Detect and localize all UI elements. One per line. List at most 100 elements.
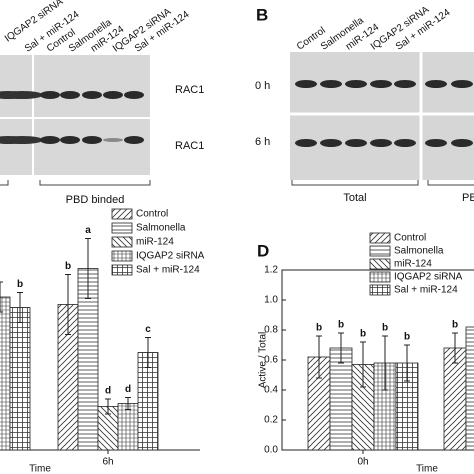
legend-label: Control — [394, 233, 426, 244]
bar — [9, 307, 31, 451]
bracket — [0, 180, 9, 186]
band — [370, 80, 392, 88]
legend-swatch — [111, 236, 133, 248]
significance-letter: b — [316, 323, 322, 334]
error-bar — [85, 238, 91, 299]
error-bar — [338, 332, 344, 364]
legend-swatch — [111, 250, 133, 262]
error-bar — [105, 398, 111, 415]
panel-label: B — [256, 5, 268, 24]
band — [124, 91, 144, 99]
group-label: PBD binded — [462, 192, 474, 204]
x-axis-label: Time — [29, 464, 51, 474]
bracket — [291, 180, 419, 186]
error-bar — [17, 292, 23, 323]
legend-swatch — [369, 232, 391, 244]
error-bar — [404, 344, 410, 382]
blot-b — [290, 52, 474, 180]
significance-letter: c — [145, 324, 151, 335]
significance-letter: b — [382, 323, 388, 334]
band — [82, 91, 102, 99]
error-bar — [316, 335, 322, 379]
y-tick-label: 0.0 — [264, 445, 278, 456]
bar — [465, 326, 474, 451]
bands — [0, 80, 473, 147]
legend-swatch — [369, 245, 391, 257]
band — [451, 139, 473, 147]
band — [320, 139, 342, 147]
bar — [117, 403, 139, 451]
band — [40, 91, 60, 99]
x-axis-label: Time — [416, 464, 438, 474]
band — [1, 91, 43, 99]
y-tick-label: 0.6 — [264, 355, 278, 366]
band — [60, 136, 80, 144]
legend-label: miR-124 — [136, 237, 174, 248]
band — [295, 139, 317, 147]
significance-letter: b — [65, 261, 71, 272]
error-bar — [65, 274, 71, 335]
error-bar — [145, 337, 151, 368]
legend-label: Sal + miR-124 — [394, 285, 458, 296]
band — [425, 80, 447, 88]
band — [345, 80, 367, 88]
band — [124, 136, 144, 144]
legend-label: Salmonella — [394, 246, 444, 257]
error-bar — [452, 332, 458, 364]
significance-letter: b — [452, 320, 458, 331]
legend-swatch — [369, 271, 391, 283]
band — [82, 136, 102, 144]
error-bar — [382, 335, 388, 391]
error-bar — [0, 281, 3, 313]
band — [103, 138, 123, 142]
legend-swatch — [369, 284, 391, 296]
legend-label: IQGAP2 siRNA — [394, 272, 463, 283]
band — [345, 139, 367, 147]
row-label: 0 h — [255, 80, 270, 92]
legend-swatch — [111, 222, 133, 234]
bracket — [427, 180, 474, 186]
y-tick-label: 1.0 — [264, 295, 278, 306]
legend-label: Control — [136, 209, 168, 220]
x-tick-label: 0h — [357, 457, 368, 468]
significance-letter: b — [338, 320, 344, 331]
y-axis-label: Active / Total — [258, 332, 269, 389]
band — [320, 80, 342, 88]
band — [40, 136, 60, 144]
band — [370, 139, 392, 147]
group-label: PBD binded — [66, 194, 125, 206]
row-label: RAC1 — [175, 140, 204, 152]
significance-letter: b — [404, 332, 410, 343]
legend-label: miR-124 — [394, 259, 432, 270]
row-label: RAC1 — [175, 84, 204, 96]
y-tick-label: 1.2 — [264, 265, 278, 276]
legend-label: IQGAP2 siRNA — [136, 251, 205, 262]
legend-swatch — [111, 208, 133, 220]
significance-letter: b — [17, 279, 23, 290]
blot-a — [0, 55, 150, 175]
bar — [0, 296, 11, 451]
y-tick-label: 0.2 — [264, 415, 278, 426]
error-bar — [125, 397, 131, 410]
legend-label: Sal + miR-124 — [136, 265, 200, 276]
significance-letter: b — [360, 329, 366, 340]
legend-label: Salmonella — [136, 223, 186, 234]
row-label: 6 h — [255, 136, 270, 148]
panel-label: D — [257, 241, 269, 260]
band — [103, 91, 123, 99]
significance-letter: d — [105, 386, 111, 397]
y-tick-label: 0.8 — [264, 325, 278, 336]
error-bar — [360, 341, 366, 388]
y-tick-label: 0.4 — [264, 385, 278, 396]
band — [425, 139, 447, 147]
band — [1, 136, 43, 144]
x-tick-label: 6h — [102, 457, 113, 468]
legend-swatch — [369, 258, 391, 270]
legend-swatch — [111, 264, 133, 276]
band — [394, 139, 416, 147]
band — [394, 80, 416, 88]
band — [451, 80, 473, 88]
band — [295, 80, 317, 88]
band — [60, 91, 80, 99]
